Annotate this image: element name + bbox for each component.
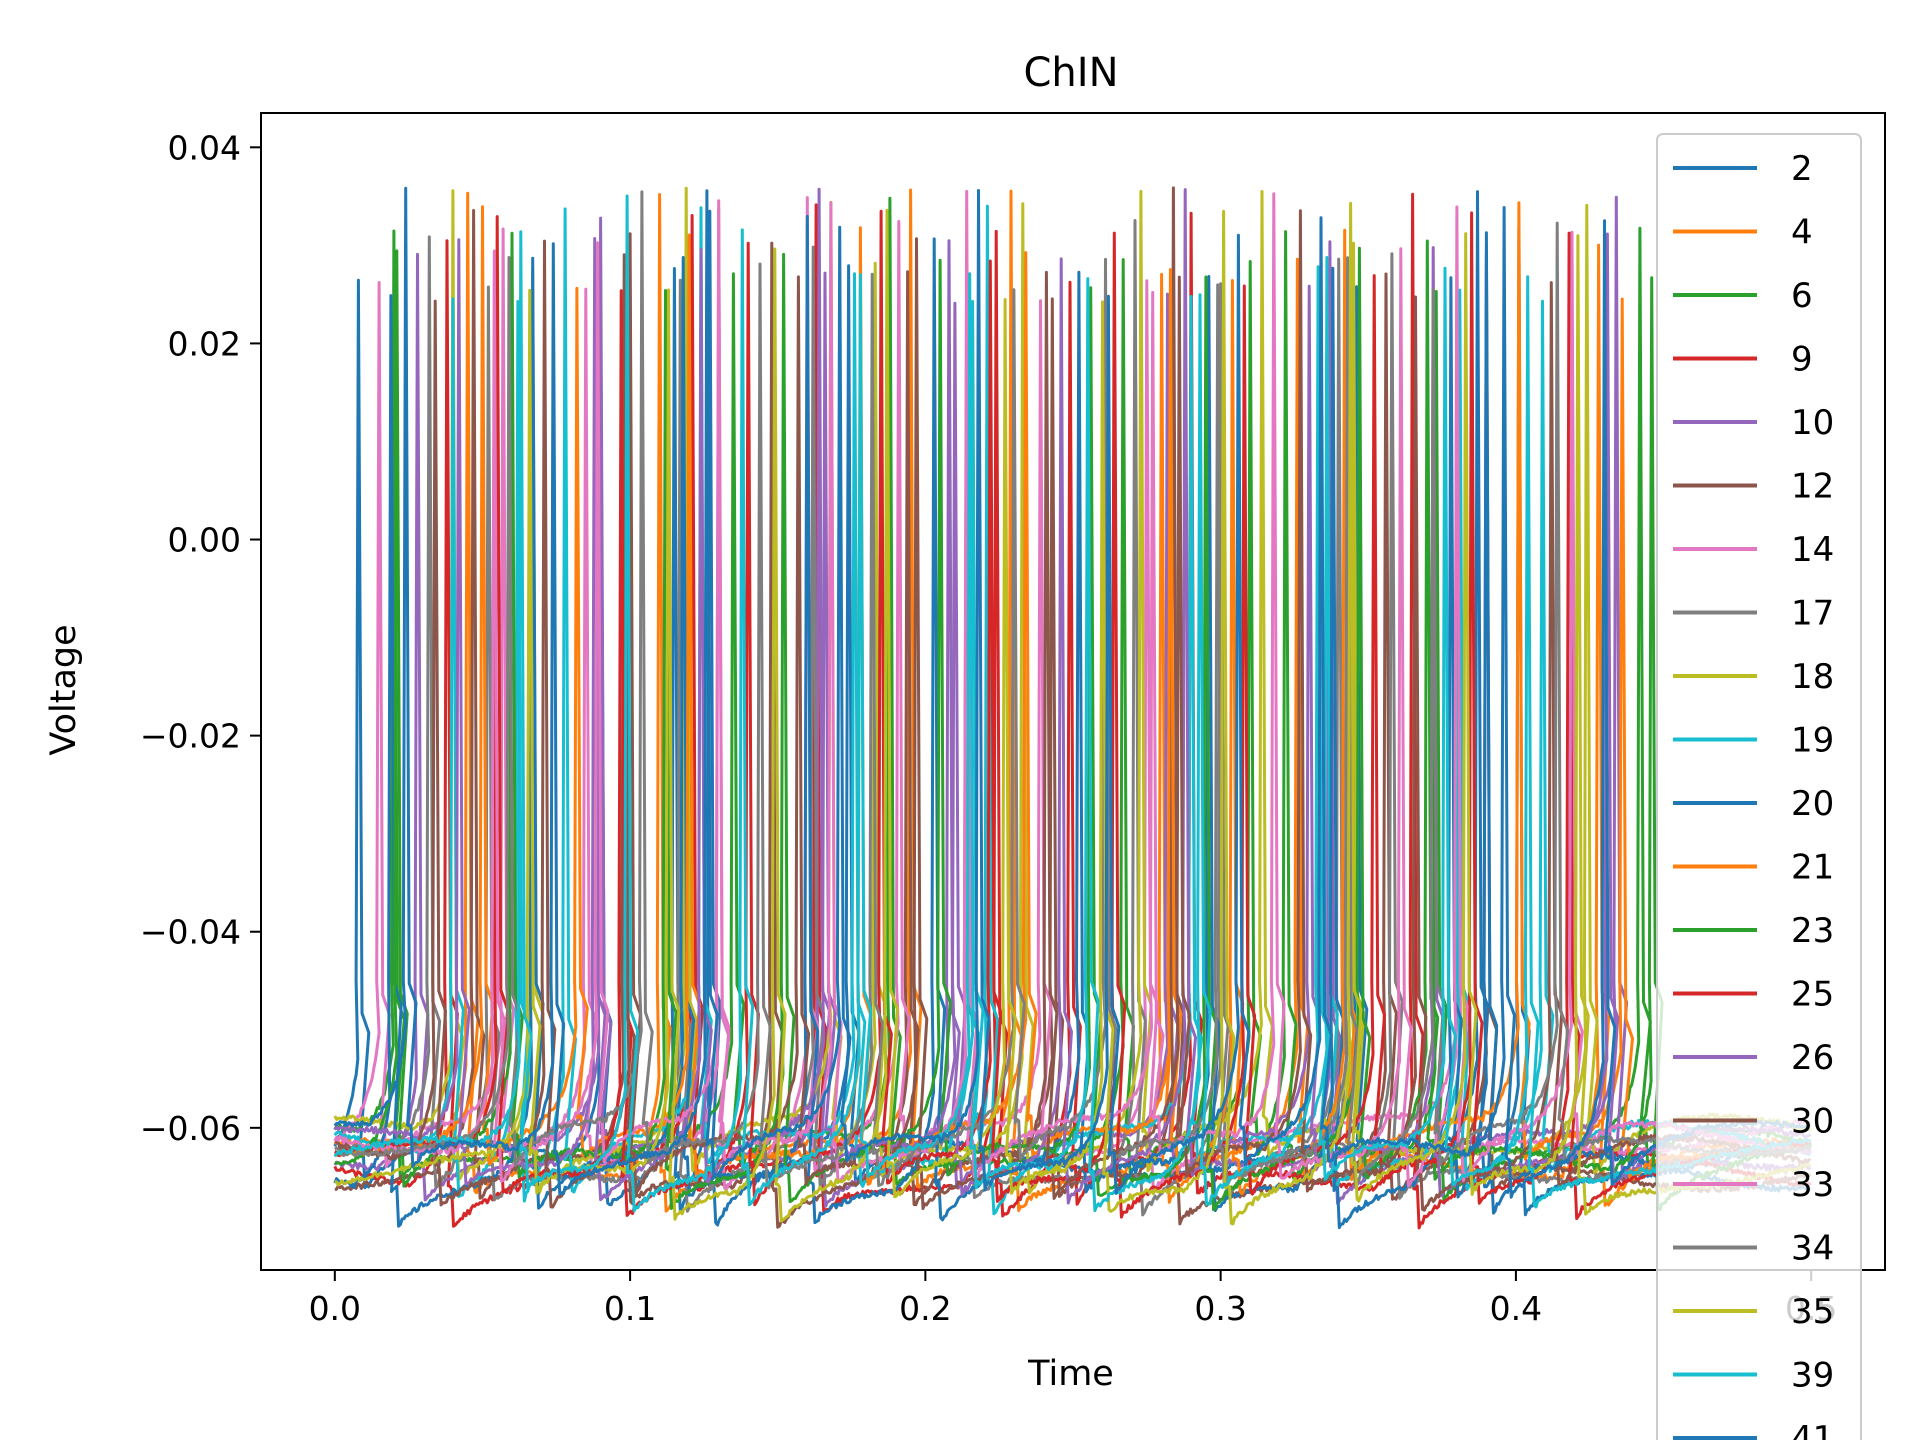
legend-label-20: 20 <box>1791 784 1834 824</box>
y-tick-label: 0.00 <box>168 521 241 560</box>
legend-label-4: 4 <box>1791 213 1813 253</box>
legend-label-23: 23 <box>1791 911 1834 951</box>
legend-label-41: 41 <box>1791 1419 1834 1440</box>
x-tick-label: 0.4 <box>1490 1289 1542 1328</box>
x-axis: 0.00.10.20.30.40.5 <box>309 1270 1837 1328</box>
legend-label-34: 34 <box>1791 1229 1834 1269</box>
legend-label-6: 6 <box>1791 276 1813 316</box>
plot-frame <box>260 112 1886 1271</box>
legend-label-10: 10 <box>1791 403 1834 443</box>
series-line-39 <box>333 194 1812 1213</box>
series-layer <box>333 186 1813 1230</box>
legend-label-35: 35 <box>1791 1292 1834 1332</box>
series-line-34 <box>334 190 1813 1190</box>
legend-label-33: 33 <box>1791 1165 1834 1205</box>
y-axis-label: Voltage <box>44 624 84 755</box>
legend-label-14: 14 <box>1791 530 1834 570</box>
legend-label-17: 17 <box>1791 594 1834 634</box>
x-axis-label: Time <box>1027 1354 1114 1394</box>
series-line-41 <box>333 186 1812 1199</box>
legend-label-9: 9 <box>1791 340 1813 380</box>
x-tick-label: 0.0 <box>309 1289 361 1328</box>
legend-label-12: 12 <box>1791 467 1834 507</box>
chart-title: ChIN <box>1024 50 1119 96</box>
legend-label-25: 25 <box>1791 975 1834 1015</box>
y-tick-label: 0.04 <box>168 128 241 167</box>
legend-label-19: 19 <box>1791 721 1834 761</box>
x-tick-label: 0.2 <box>899 1289 951 1328</box>
y-tick-label: −0.02 <box>140 717 241 756</box>
legend-label-30: 30 <box>1791 1102 1834 1142</box>
legend-label-21: 21 <box>1791 848 1834 888</box>
y-tick-label: −0.06 <box>140 1109 241 1148</box>
x-tick-label: 0.1 <box>604 1289 656 1328</box>
legend-label-18: 18 <box>1791 657 1834 697</box>
legend: 2 4 6 9 10 12 14 17 18 19 20 21 23 25 26 30 33 34 35 39 41 <box>1656 133 1862 1440</box>
y-axis: 0.04 0.02 0.00 −0.02 −0.04 −0.06 <box>140 128 261 1148</box>
legend-label-2: 2 <box>1791 149 1813 189</box>
legend-box <box>1656 133 1862 1440</box>
x-tick-label: 0.3 <box>1194 1289 1246 1328</box>
legend-entries: 2 4 6 9 10 12 14 17 18 19 20 21 23 25 26 30 33 34 35 39 41 <box>1673 149 1834 1440</box>
legend-label-26: 26 <box>1791 1038 1834 1078</box>
y-tick-label: 0.02 <box>168 324 241 363</box>
y-tick-label: −0.04 <box>140 913 241 952</box>
legend-label-39: 39 <box>1791 1356 1834 1396</box>
